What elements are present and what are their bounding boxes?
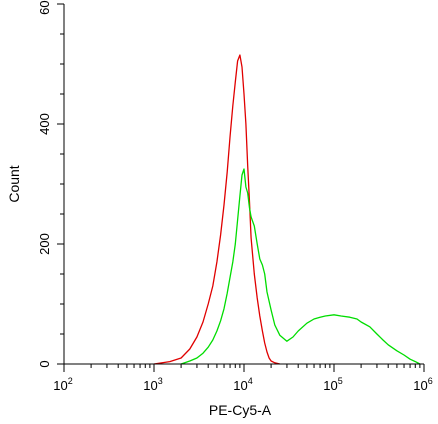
x-tick-label: 106: [413, 376, 432, 393]
x-tick-label: 103: [143, 376, 162, 393]
series-layer: [153, 54, 421, 365]
series-1-line: [153, 54, 280, 365]
y-axis-title: Count: [6, 165, 22, 202]
y-tick-label: 0: [37, 360, 52, 367]
y-axis-ticks: 0 200 400 600: [37, 0, 64, 368]
y-tick-label: 200: [37, 233, 52, 255]
x-tick-label: 104: [233, 376, 252, 393]
y-tick-label: 600: [37, 0, 52, 15]
series-2-line: [180, 168, 421, 365]
x-axis-ticks: 102 103 104 105 106: [53, 364, 433, 393]
x-tick-label: 102: [53, 376, 72, 393]
x-tick-label: 105: [323, 376, 342, 393]
x-axis-title: PE-Cy5-A: [209, 402, 272, 418]
y-tick-label: 400: [37, 113, 52, 135]
